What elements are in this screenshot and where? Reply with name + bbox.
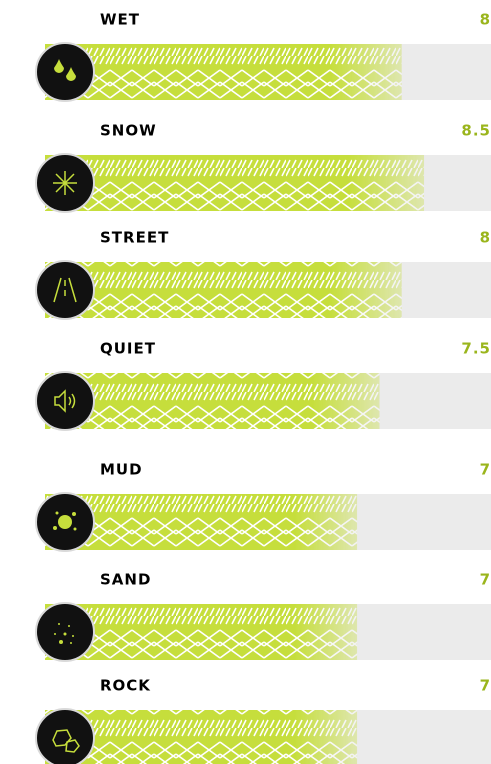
category-label: ROCK [100,677,151,695]
bar [45,44,402,100]
value-label: 8 [480,229,491,247]
category-label: STREET [100,229,169,247]
value-label: 8 [480,11,491,29]
category-label: QUIET [100,340,156,358]
category-label: WET [100,11,140,29]
value-label: 7.5 [461,340,491,358]
icon-circle [36,43,94,101]
value-label: 7 [480,461,491,479]
icon-circle [36,709,94,764]
icon [53,171,77,195]
chart: WET 8 SNOW 8.5 STREET 8 QUIET 7.5 MUD 7 SAND 7 ROCK 7 [0,0,491,764]
category-label: SAND [100,571,151,589]
bar [45,262,402,318]
category-label: SNOW [100,122,157,140]
bar [45,155,424,211]
bar [45,373,380,429]
value-label: 8.5 [461,122,491,140]
value-label: 7 [480,677,491,695]
value-label: 7 [480,571,491,589]
category-label: MUD [100,461,143,479]
icon-circle [36,603,94,661]
